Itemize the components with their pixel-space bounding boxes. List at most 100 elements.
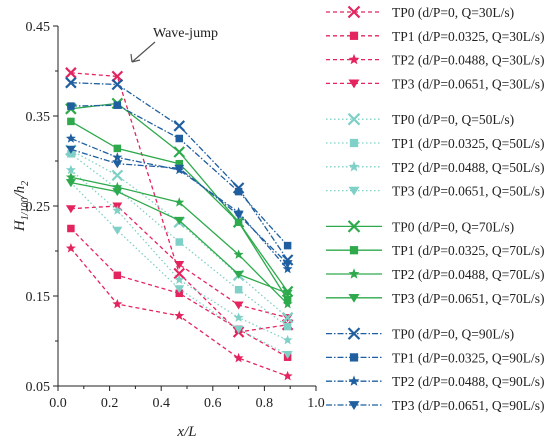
- wave-jump-annotation: Wave-jump: [130, 26, 218, 63]
- marker-star: [282, 370, 293, 381]
- marker-square: [113, 101, 122, 109]
- marker-square: [283, 241, 292, 250]
- marker-star: [348, 161, 360, 172]
- series-2: [65, 243, 293, 381]
- legend-label: TP2 (d/P=0.0488, Q=90L/s): [392, 374, 544, 389]
- legend-item: TP2 (d/P=0.0488, Q=30L/s): [326, 53, 544, 68]
- legend-label: TP3 (d/P=0.0651, Q=30L/s): [392, 76, 544, 91]
- marker-square: [349, 138, 359, 148]
- legend-label: TP1 (d/P=0.0325, Q=50L/s): [392, 136, 544, 151]
- annotation-arrow: [130, 41, 156, 63]
- legend-item: TP3 (d/P=0.0651, Q=30L/s): [326, 76, 544, 91]
- x-tick-label: 0.4: [152, 396, 170, 411]
- axes: 0.050.150.250.350.45 0.0 0.2 0.4 0.6 0.8 1.0 …: [12, 20, 325, 440]
- legend-item: TP2 (d/P=0.0488, Q=70L/s): [326, 267, 544, 282]
- series-10: [65, 171, 293, 309]
- marker-x: [281, 311, 294, 324]
- series-line: [70, 169, 288, 341]
- marker-triangle: [282, 260, 293, 269]
- marker-triangle: [282, 351, 293, 359]
- marker-star: [174, 274, 185, 285]
- marker-star: [65, 164, 76, 175]
- legend-label: TP0 (d/P=0, Q=30L/s): [392, 5, 514, 20]
- marker-triangle: [348, 186, 360, 196]
- marker-triangle: [112, 226, 123, 235]
- y-tick-label: 0.25: [26, 200, 51, 215]
- marker-triangle: [348, 401, 360, 410]
- marker-square: [349, 31, 359, 40]
- legend-label: TP1 (d/P=0.0325, Q=70L/s): [392, 243, 544, 258]
- marker-x: [347, 327, 361, 340]
- marker-square: [113, 271, 122, 280]
- legend-item: TP0 (d/P=0, Q=50L/s): [326, 112, 514, 127]
- legend-label: TP3 (d/P=0.0651, Q=50L/s): [392, 184, 544, 199]
- legend-item: TP3 (d/P=0.0651, Q=50L/s): [326, 184, 544, 199]
- marker-x: [111, 169, 124, 182]
- marker-star: [233, 352, 244, 363]
- legend-label: TP2 (d/P=0.0488, Q=30L/s): [392, 53, 544, 68]
- marker-triangle: [174, 285, 185, 294]
- series-line: [70, 228, 288, 358]
- marker-triangle: [348, 293, 360, 303]
- y-tick-label: 0.35: [26, 110, 51, 125]
- y-tick-label: 0.15: [26, 290, 51, 305]
- marker-star: [282, 334, 293, 345]
- legend: TP0 (d/P=0, Q=30L/s) TP1 (d/P=0.0325, Q=3…: [326, 5, 544, 413]
- marker-square: [349, 246, 359, 255]
- marker-square: [283, 322, 292, 331]
- marker-star: [112, 152, 123, 162]
- marker-square: [175, 238, 184, 246]
- x-ticks: 0.0 0.2 0.4 0.6 0.8 1.0: [49, 386, 325, 411]
- series-12: [65, 76, 294, 266]
- series-line: [70, 153, 289, 328]
- y-tick-label: 0.05: [26, 380, 51, 395]
- marker-square: [234, 187, 243, 196]
- legend-label: TP0 (d/P=0, Q=90L/s): [392, 327, 514, 342]
- series-line: [70, 205, 288, 319]
- marker-triangle: [233, 301, 244, 310]
- marker-square: [234, 218, 243, 226]
- series-line: [70, 182, 288, 356]
- series-lines: [65, 67, 294, 381]
- legend-item: TP0 (d/P=0, Q=30L/s): [326, 5, 514, 20]
- y-tick-label: 0.45: [26, 20, 51, 35]
- series-line: [70, 148, 289, 265]
- marker-star: [282, 298, 293, 309]
- legend-item: TP1 (d/P=0.0325, Q=50L/s): [326, 136, 544, 151]
- legend-label: TP1 (d/P=0.0325, Q=30L/s): [392, 29, 544, 44]
- marker-star: [233, 249, 244, 259]
- legend-item: TP1 (d/P=0.0325, Q=30L/s): [326, 29, 544, 44]
- x-axis-label: x/L: [176, 424, 196, 440]
- legend-label: TP3 (d/P=0.0651, Q=90L/s): [392, 398, 544, 413]
- x-tick-label: 0.2: [101, 396, 119, 411]
- marker-star: [348, 375, 360, 386]
- marker-x: [281, 254, 294, 266]
- marker-x: [111, 78, 124, 91]
- marker-star: [174, 310, 185, 321]
- marker-star: [112, 298, 123, 309]
- series-6: [65, 164, 293, 345]
- marker-square: [67, 224, 75, 233]
- marker-x: [347, 5, 361, 19]
- series-11: [65, 179, 293, 298]
- marker-square: [113, 144, 122, 153]
- series-15: [65, 145, 293, 269]
- marker-star: [348, 268, 360, 279]
- marker-triangle: [112, 160, 123, 169]
- marker-triangle: [65, 205, 76, 214]
- marker-star: [112, 181, 123, 192]
- x-tick-label: 0.0: [49, 396, 67, 411]
- annotation-text: Wave-jump: [153, 26, 218, 41]
- legend-label: TP1 (d/P=0.0325, Q=90L/s): [392, 350, 544, 365]
- series-7: [65, 179, 293, 359]
- marker-x: [173, 146, 186, 158]
- legend-label: TP0 (d/P=0, Q=50L/s): [392, 112, 514, 127]
- marker-square: [175, 159, 184, 168]
- marker-square: [67, 117, 75, 126]
- marker-triangle: [112, 188, 123, 197]
- marker-star: [112, 205, 123, 215]
- legend-item: TP1 (d/P=0.0325, Q=70L/s): [326, 243, 544, 258]
- series-13: [67, 101, 292, 250]
- marker-x: [347, 112, 361, 126]
- marker-square: [234, 285, 243, 294]
